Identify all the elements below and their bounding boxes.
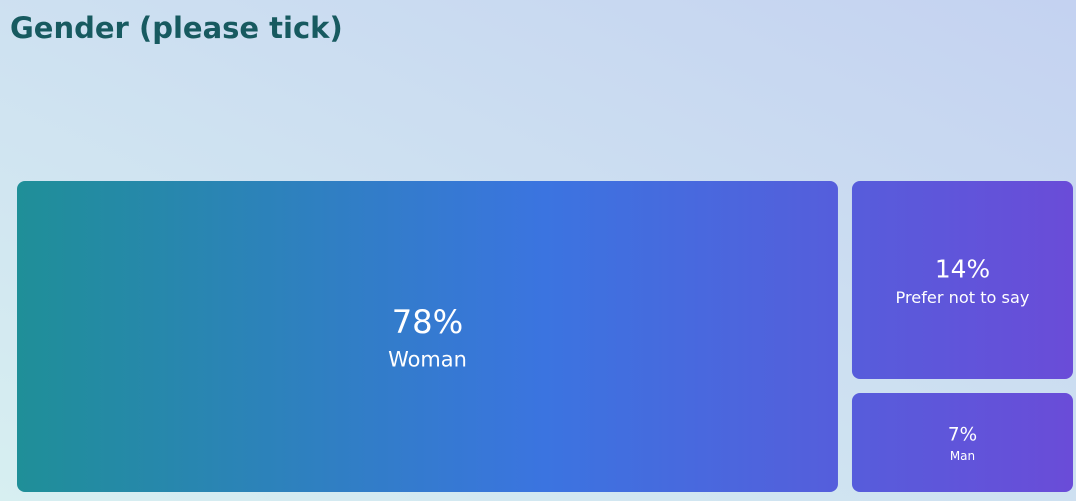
category-label: Man xyxy=(950,449,975,463)
treemap-cell xyxy=(851,393,1073,492)
value-label: 14% xyxy=(935,254,990,283)
treemap-cell xyxy=(851,181,1073,379)
value-label: 7% xyxy=(948,424,977,445)
category-label: Prefer not to say xyxy=(896,288,1030,307)
chart-title: Gender (please tick) xyxy=(10,11,343,45)
category-label: Woman xyxy=(388,348,467,372)
value-label: 78% xyxy=(392,303,464,341)
treemap-cell xyxy=(17,181,838,492)
